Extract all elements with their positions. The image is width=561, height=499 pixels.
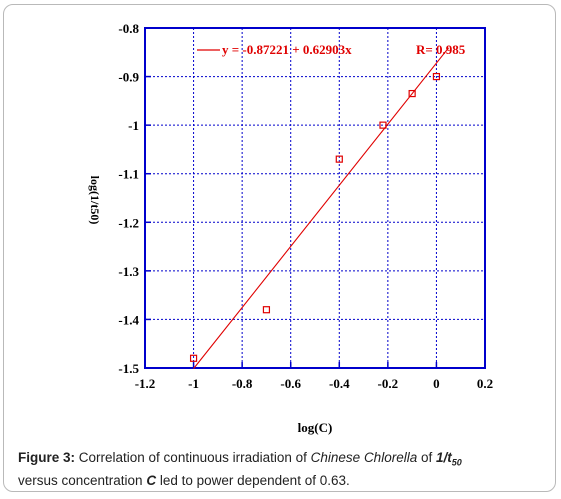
x-tick-label: -0.2 bbox=[378, 376, 399, 391]
caption-species: Chinese Chlorella bbox=[310, 450, 418, 465]
caption-text-1: Correlation of continuous irradiation of bbox=[75, 450, 311, 465]
y-tick-label: -1.4 bbox=[118, 312, 139, 327]
x-tick-label: -1.2 bbox=[135, 376, 156, 391]
gridlines bbox=[145, 28, 485, 368]
y-tick-label: -1.1 bbox=[118, 167, 139, 182]
caption-t-label: 1/t bbox=[435, 450, 452, 465]
data-point bbox=[408, 89, 416, 98]
caption-label: Figure 3: bbox=[18, 450, 76, 465]
plot-area bbox=[144, 27, 486, 369]
caption-text-3: versus concentration bbox=[18, 472, 147, 488]
data-point bbox=[262, 306, 271, 314]
y-axis-title: log(1/t50) bbox=[88, 176, 102, 225]
data-point bbox=[379, 121, 387, 129]
x-tick-label: -0.4 bbox=[329, 376, 350, 391]
legend: y = -0.87221 + 0.62903x R= 0.985 bbox=[197, 42, 466, 57]
y-tick-label: -1.5 bbox=[118, 361, 139, 376]
x-tick-label: -1 bbox=[188, 376, 199, 391]
y-tick-label: -1.2 bbox=[118, 215, 139, 230]
x-tick-label: 0 bbox=[433, 376, 440, 391]
x-tick-label: -0.8 bbox=[232, 376, 253, 391]
x-tick-label: 0.2 bbox=[477, 376, 493, 391]
fit-line bbox=[193, 47, 450, 369]
data-point bbox=[432, 72, 441, 81]
fit-equation: y = -0.87221 + 0.62903x bbox=[222, 42, 352, 57]
y-tick-label: -1 bbox=[128, 118, 139, 133]
caption-text-4: led to power dependent of 0.63. bbox=[156, 472, 350, 488]
caption-t-sub: 50 bbox=[451, 457, 462, 468]
fit-line-group bbox=[193, 47, 450, 369]
scatter-chart: -1.2 -1 -0.8 -0.6 -0.4 -0.2 0 0.2 -1.5-1.4-1.3-… bbox=[88, 21, 493, 435]
data-point bbox=[189, 354, 198, 362]
y-tick-label: -0.9 bbox=[118, 70, 139, 85]
caption-c-label: C bbox=[146, 472, 157, 488]
y-tick-label: -1.3 bbox=[118, 264, 139, 279]
y-tick-labels: -1.5 -1.4 -1.3 -1.2 -1.1 -1 -0.9 -0.8 bbox=[118, 21, 139, 376]
fit-r-value: R= 0.985 bbox=[416, 42, 466, 57]
x-tick-labels: -1.2 -1 -0.8 -0.6 -0.4 -0.2 0 0.2 bbox=[135, 376, 493, 391]
x-tick-label: -0.6 bbox=[280, 376, 301, 391]
x-axis-title: log(C) bbox=[298, 420, 333, 435]
data-point bbox=[335, 155, 343, 163]
figure-caption: Figure 3: Correlation of continuous irra… bbox=[18, 449, 548, 490]
y-tick-label: -0.8 bbox=[118, 21, 139, 36]
data-points bbox=[189, 72, 441, 362]
caption-text-2: of bbox=[417, 450, 436, 465]
axis-ticks bbox=[144, 27, 486, 369]
